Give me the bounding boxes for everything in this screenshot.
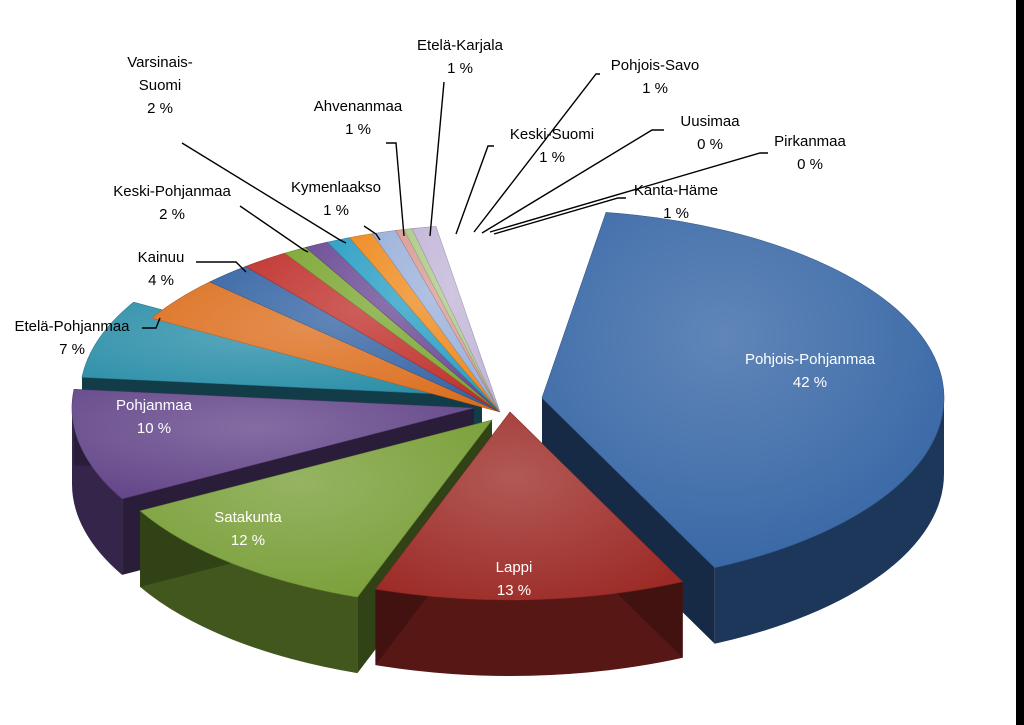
- data-label-kainuu: Kainuu 4 %: [138, 249, 185, 289]
- pie-slice-gloss-13: [395, 229, 500, 412]
- data-label-satakunta: Satakunta 12 %: [214, 509, 282, 549]
- pie-slice-gloss-10: [327, 237, 500, 412]
- data-label-keski-suomi: Keski-Suomi 1 %: [510, 126, 594, 166]
- leader-line-keski-pohjanmaa: [239, 205, 309, 253]
- data-label-lappi: Lappi 13 %: [496, 559, 533, 599]
- data-label-pohjois-savo: Pohjois-Savo 1 %: [611, 57, 699, 97]
- data-label-kanta-häme: Kanta-Häme 1 %: [634, 182, 718, 222]
- data-label-pohjois-pohjanmaa: Pohjois-Pohjanmaa 42 %: [745, 351, 876, 391]
- data-label-pirkanmaa: Pirkanmaa 0 %: [774, 133, 846, 173]
- data-label-varsinais-suomi: Varsinais-Suomi 2 %: [127, 54, 193, 117]
- leader-line-etelä-pohjanmaa: [142, 317, 161, 329]
- leader-line-varsinais-suomi: [181, 142, 347, 244]
- leader-line-pirkanmaa: [489, 152, 768, 233]
- pie-slice-gloss-7: [245, 253, 500, 412]
- pie-slice-gloss-12: [372, 230, 500, 412]
- data-label-uusimaa: Uusimaa 0 %: [680, 113, 740, 153]
- data-label-ahvenanmaa: Ahvenanmaa 1 %: [314, 98, 403, 138]
- pie-slice-gloss-11: [349, 233, 500, 412]
- pie-slice-gloss-0: [542, 212, 944, 568]
- data-label-etelä-karjala: Etelä-Karjala 1 %: [417, 37, 504, 77]
- pie-slice-side-0: [714, 398, 944, 644]
- data-label-keski-pohjanmaa: Keski-Pohjanmaa 2 %: [113, 183, 231, 223]
- pie-slice-gloss-14: [403, 228, 500, 412]
- data-label-kymenlaakso: Kymenlaakso 1 %: [291, 179, 381, 219]
- leader-line-keski-suomi: [455, 145, 494, 235]
- leader-line-ahvenanmaa: [386, 142, 405, 237]
- leader-line-kanta-häme: [493, 197, 626, 235]
- data-label-etelä-pohjanmaa: Etelä-Pohjanmaa 7 %: [14, 318, 130, 358]
- pie-slice-gloss-3: [71, 389, 474, 499]
- pie-slice-gloss-6: [209, 266, 500, 412]
- pie-slice-gloss-5: [151, 281, 500, 412]
- leader-line-kymenlaakso: [363, 225, 381, 241]
- pie-slice-side-3: [72, 408, 123, 575]
- pie-slice-gloss-9: [305, 242, 500, 412]
- pie-slice-gloss-15: [412, 226, 500, 412]
- pie-slice-gloss-8: [284, 247, 500, 412]
- leader-line-kainuu: [196, 261, 247, 273]
- leader-line-uusimaa: [481, 129, 664, 234]
- leader-line-pohjois-savo: [473, 73, 600, 233]
- pie-slice-gloss-1: [375, 412, 683, 601]
- pie-slice-side-1: [375, 581, 683, 676]
- leader-line-etelä-karjala: [429, 81, 445, 237]
- pie-slice-gloss-2: [140, 420, 492, 598]
- data-label-pohjanmaa: Pohjanmaa 10 %: [116, 397, 193, 437]
